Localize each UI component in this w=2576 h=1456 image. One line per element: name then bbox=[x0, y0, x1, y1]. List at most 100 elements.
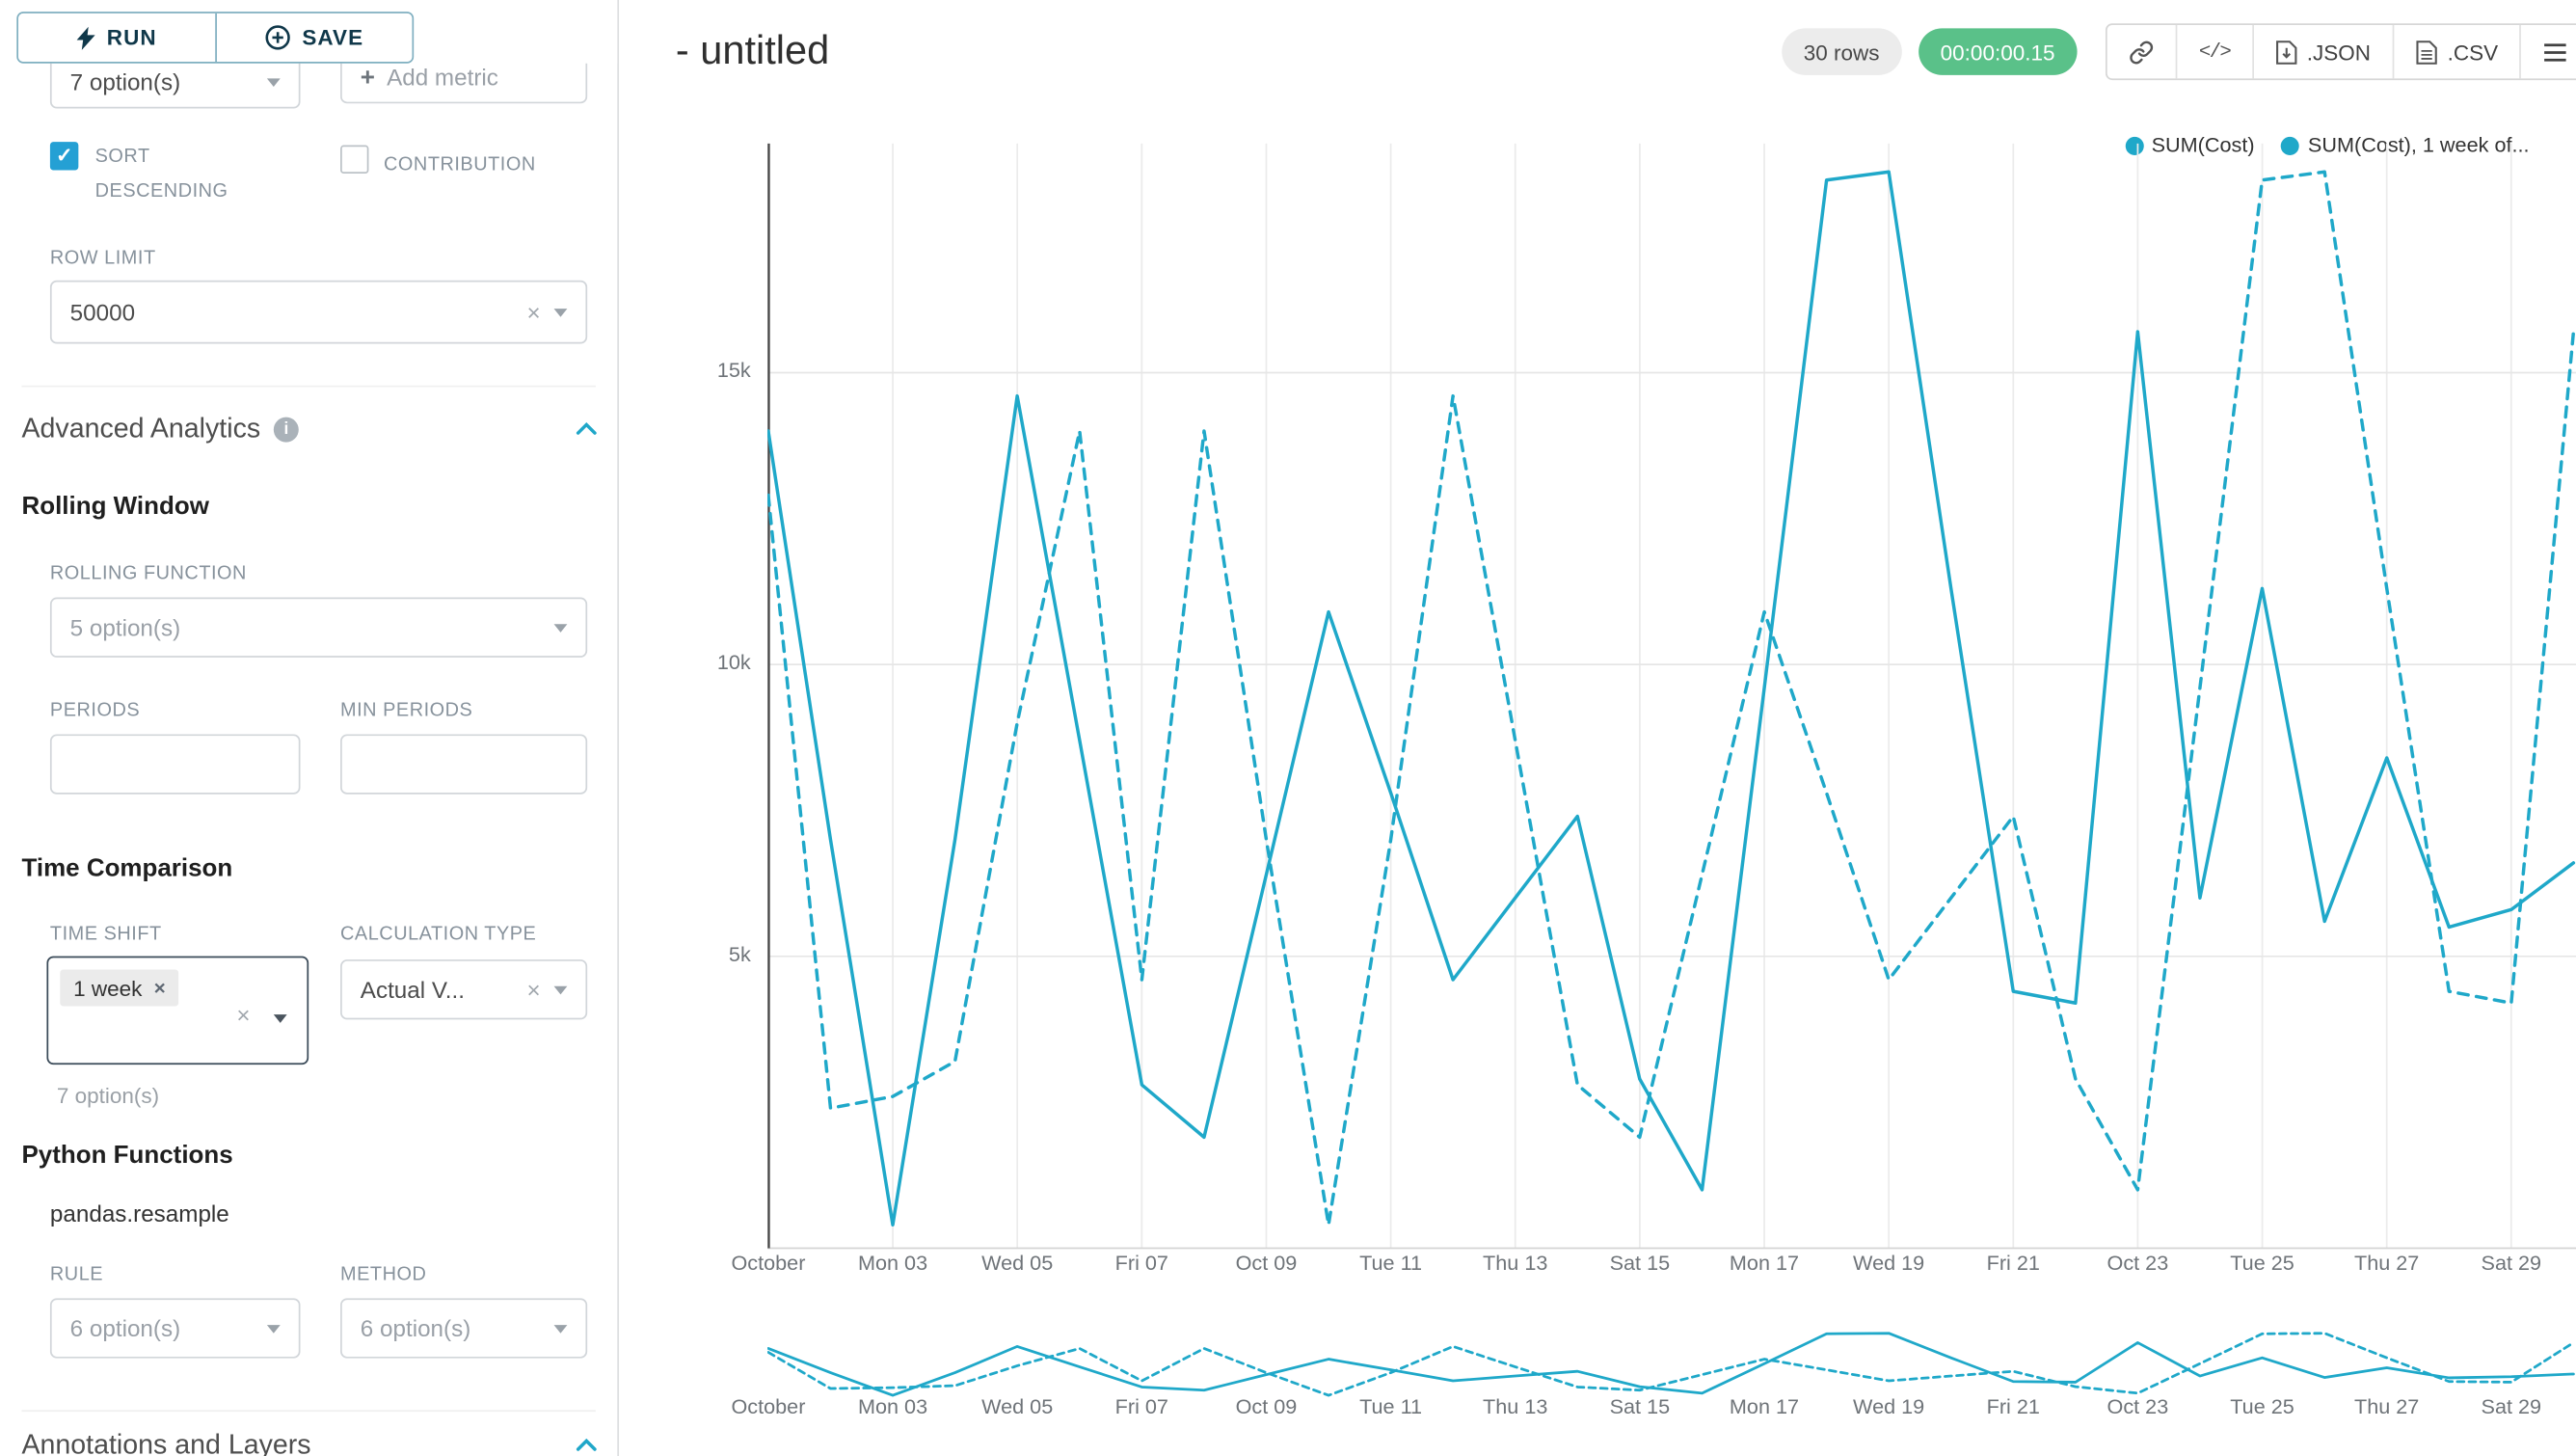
x-tick-label: Fri 07 bbox=[1114, 1251, 1168, 1276]
rolling-function-select[interactable]: 5 option(s) bbox=[49, 597, 588, 658]
export-toolbar: </> .JSON .CSV bbox=[2105, 23, 2576, 81]
clear-icon[interactable]: × bbox=[526, 976, 541, 1004]
save-button[interactable]: SAVE bbox=[216, 13, 413, 63]
copy-link-button[interactable] bbox=[2107, 25, 2176, 78]
calculation-type-select[interactable]: Actual V... × bbox=[340, 959, 588, 1020]
view-query-button[interactable]: </> bbox=[2175, 24, 2252, 79]
min-periods-label: MIN PERIODS bbox=[340, 700, 473, 721]
x-tick-label: Sat 15 bbox=[1609, 1251, 1671, 1276]
check-icon: ✓ bbox=[55, 143, 73, 168]
divider bbox=[21, 385, 596, 388]
legend-label: SUM(Cost) bbox=[2151, 133, 2255, 157]
pandas-resample-label: pandas.resample bbox=[49, 1200, 229, 1227]
time-shift-tag-label: 1 week bbox=[73, 975, 143, 1001]
periods-label: PERIODS bbox=[49, 700, 141, 721]
clear-icon[interactable]: × bbox=[236, 1001, 251, 1029]
legend-dot-icon bbox=[2281, 136, 2300, 155]
legend-item-sum-cost[interactable]: SUM(Cost) bbox=[2124, 133, 2255, 157]
chevron-up-icon[interactable] bbox=[576, 1438, 597, 1452]
x-tick-label: Fri 21 bbox=[1986, 1251, 2040, 1276]
min-periods-input[interactable] bbox=[340, 734, 588, 795]
periods-input[interactable] bbox=[49, 734, 301, 795]
file-icon bbox=[2416, 40, 2437, 64]
remove-tag-icon[interactable]: × bbox=[153, 976, 166, 1000]
x-tick-label: Tue 25 bbox=[2230, 1251, 2294, 1276]
rolling-function-value: 5 option(s) bbox=[69, 613, 181, 641]
x-tick-label: Thu 13 bbox=[1483, 1394, 1548, 1418]
x-tick-label: Oct 23 bbox=[2106, 1394, 2169, 1418]
time-shift-select[interactable]: 1 week × × bbox=[46, 956, 309, 1065]
x-tick-label: Thu 13 bbox=[1483, 1251, 1548, 1276]
link-icon bbox=[2130, 40, 2154, 64]
chart-menu-button[interactable] bbox=[2519, 24, 2576, 79]
export-json-button[interactable]: .JSON bbox=[2251, 24, 2393, 79]
hamburger-icon bbox=[2544, 42, 2567, 61]
calculation-type-label: CALCULATION TYPE bbox=[340, 924, 537, 945]
x-tick-label: Wed 05 bbox=[981, 1394, 1054, 1418]
chart-title[interactable]: - untitled bbox=[675, 28, 830, 74]
time-comparison-title: Time Comparison bbox=[21, 854, 233, 883]
mini-chart-zoom[interactable] bbox=[767, 1329, 2576, 1399]
row-count-badge: 30 rows bbox=[1782, 28, 1902, 75]
x-tick-label: Tue 11 bbox=[1359, 1251, 1423, 1276]
x-tick-label: Fri 21 bbox=[1986, 1394, 2040, 1418]
x-tick-label: October bbox=[731, 1394, 806, 1418]
annotations-header[interactable]: Annotations and Layers bbox=[21, 1427, 597, 1456]
legend-item-sum-cost-offset[interactable]: SUM(Cost), 1 week of... bbox=[2281, 133, 2530, 157]
y-tick-label: 5k bbox=[728, 942, 751, 967]
divider bbox=[21, 1410, 596, 1413]
y-tick-label: 10k bbox=[716, 651, 751, 675]
caret-down-icon bbox=[553, 1325, 568, 1334]
x-tick-label: Oct 09 bbox=[1235, 1251, 1298, 1276]
x-tick-label: Wed 19 bbox=[1853, 1394, 1925, 1418]
python-functions-title: Python Functions bbox=[21, 1141, 233, 1171]
save-button-label: SAVE bbox=[302, 24, 364, 50]
chevron-up-icon[interactable] bbox=[576, 421, 597, 436]
query-timer-badge: 00:00:00.15 bbox=[1919, 28, 2078, 75]
contribution-label: CONTRIBUTION bbox=[384, 154, 536, 175]
time-shift-hint: 7 option(s) bbox=[56, 1083, 160, 1109]
lightning-icon bbox=[76, 25, 95, 50]
contribution-checkbox[interactable] bbox=[340, 145, 369, 174]
caret-down-icon bbox=[553, 985, 568, 995]
rule-select[interactable]: 6 option(s) bbox=[49, 1298, 301, 1359]
method-select[interactable]: 6 option(s) bbox=[340, 1298, 588, 1359]
annotations-title: Annotations and Layers bbox=[21, 1429, 311, 1456]
plus-circle-icon bbox=[265, 25, 290, 50]
run-button[interactable]: RUN bbox=[18, 13, 217, 63]
caret-down-icon bbox=[553, 624, 568, 633]
sort-descending-label: SORT DESCENDING bbox=[94, 147, 228, 202]
rolling-window-title: Rolling Window bbox=[21, 492, 209, 521]
row-limit-select[interactable]: 50000 × bbox=[49, 280, 588, 344]
x-tick-label: Sat 15 bbox=[1609, 1394, 1671, 1418]
main-chart[interactable] bbox=[767, 133, 2576, 1254]
x-tick-label: Wed 05 bbox=[981, 1251, 1054, 1276]
x-tick-label: Sat 29 bbox=[2481, 1394, 2542, 1418]
x-tick-label: Oct 23 bbox=[2106, 1251, 2169, 1276]
run-save-button-group: RUN SAVE bbox=[16, 12, 415, 64]
code-icon: </> bbox=[2198, 40, 2232, 64]
x-tick-label: Fri 07 bbox=[1114, 1394, 1168, 1418]
calculation-type-value: Actual V... bbox=[360, 976, 466, 1004]
metrics-select-value: 7 option(s) bbox=[69, 67, 181, 95]
time-shift-label: TIME SHIFT bbox=[49, 924, 162, 945]
export-json-label: .JSON bbox=[2306, 39, 2371, 65]
x-tick-label: Mon 17 bbox=[1729, 1251, 1800, 1276]
x-tick-label: Mon 03 bbox=[857, 1251, 928, 1276]
x-tick-label: Wed 19 bbox=[1853, 1251, 1925, 1276]
export-csv-label: .CSV bbox=[2447, 39, 2499, 65]
clear-icon[interactable]: × bbox=[526, 298, 541, 326]
export-csv-button[interactable]: .CSV bbox=[2392, 24, 2519, 79]
method-label: METHOD bbox=[340, 1264, 427, 1285]
run-button-label: RUN bbox=[106, 24, 157, 50]
metrics-select[interactable]: 7 option(s) bbox=[49, 55, 301, 109]
x-tick-label: Mon 03 bbox=[857, 1394, 928, 1418]
plus-icon: + bbox=[360, 62, 375, 92]
y-tick-label: 15k bbox=[716, 359, 751, 383]
sort-descending-checkbox[interactable]: ✓ bbox=[49, 142, 79, 171]
x-tick-label: Tue 25 bbox=[2230, 1394, 2294, 1418]
row-limit-value: 50000 bbox=[69, 298, 136, 326]
advanced-analytics-header[interactable]: Advanced Analytics i bbox=[21, 411, 597, 447]
x-tick-label: Mon 17 bbox=[1729, 1394, 1800, 1418]
x-tick-label: Oct 09 bbox=[1235, 1394, 1298, 1418]
